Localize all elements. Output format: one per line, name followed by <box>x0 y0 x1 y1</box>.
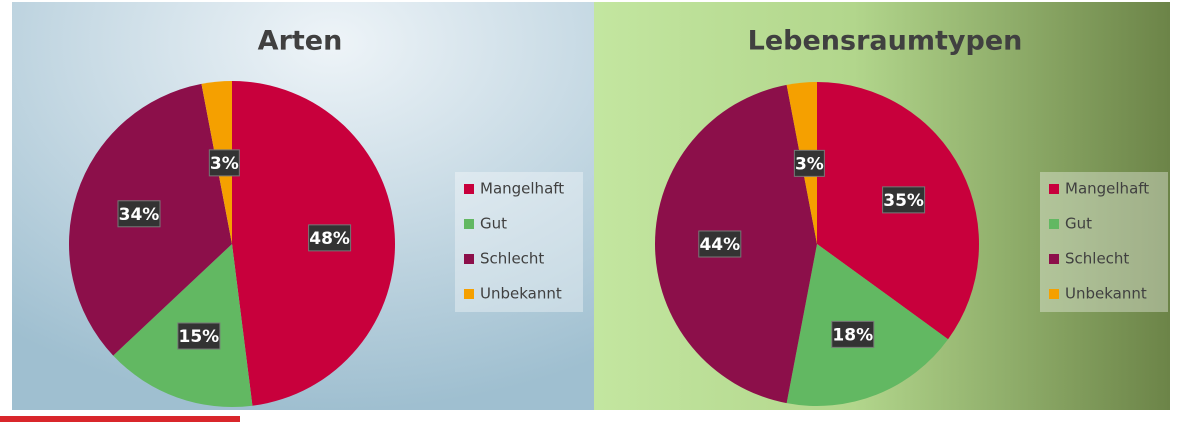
legend-label: Mangelhaft <box>480 180 564 198</box>
data-label-box <box>117 200 161 228</box>
legend-label: Schlecht <box>480 250 544 268</box>
legend-swatch <box>1049 219 1059 229</box>
legend-box <box>455 172 583 312</box>
data-label: 34% <box>119 205 160 225</box>
legend-label: Unbekannt <box>1065 285 1147 303</box>
data-label-box <box>698 230 742 258</box>
data-label: 3% <box>795 154 824 174</box>
legend-label: Schlecht <box>1065 250 1129 268</box>
data-label: 48% <box>309 229 350 249</box>
chart: Lebensraumtypen 35% 18% 44% 3% Mangelhaft Gut S… <box>655 26 1168 406</box>
data-label: 15% <box>179 327 220 347</box>
data-label: 35% <box>883 191 924 211</box>
legend-label: Unbekannt <box>480 285 562 303</box>
legend-label: Gut <box>1065 215 1092 233</box>
data-label: 3% <box>210 154 239 174</box>
data-label-box <box>308 224 352 252</box>
legend-label: Gut <box>480 215 507 233</box>
data-label: 44% <box>699 235 740 255</box>
chart-title: Arten <box>258 26 343 57</box>
legend-swatch <box>1049 289 1059 299</box>
legend-swatch <box>464 184 474 194</box>
chart: Arten 48% 15% 34% 3% Mangelhaft Gut Schlecht Unb… <box>69 26 583 407</box>
legend-box <box>1040 172 1168 312</box>
legend-label: Mangelhaft <box>1065 180 1149 198</box>
accent-bar <box>0 416 240 422</box>
data-label-box <box>177 322 221 350</box>
legend-swatch <box>1049 254 1059 264</box>
data-label: 18% <box>832 325 873 345</box>
data-label-box <box>793 149 825 177</box>
data-label-box <box>831 320 875 348</box>
legend-swatch <box>464 289 474 299</box>
chart-title: Lebensraumtypen <box>748 26 1023 57</box>
legend-swatch <box>464 219 474 229</box>
data-label-box <box>882 186 926 214</box>
legend-swatch <box>1049 184 1059 194</box>
data-label-box <box>208 149 240 177</box>
legend-swatch <box>464 254 474 264</box>
